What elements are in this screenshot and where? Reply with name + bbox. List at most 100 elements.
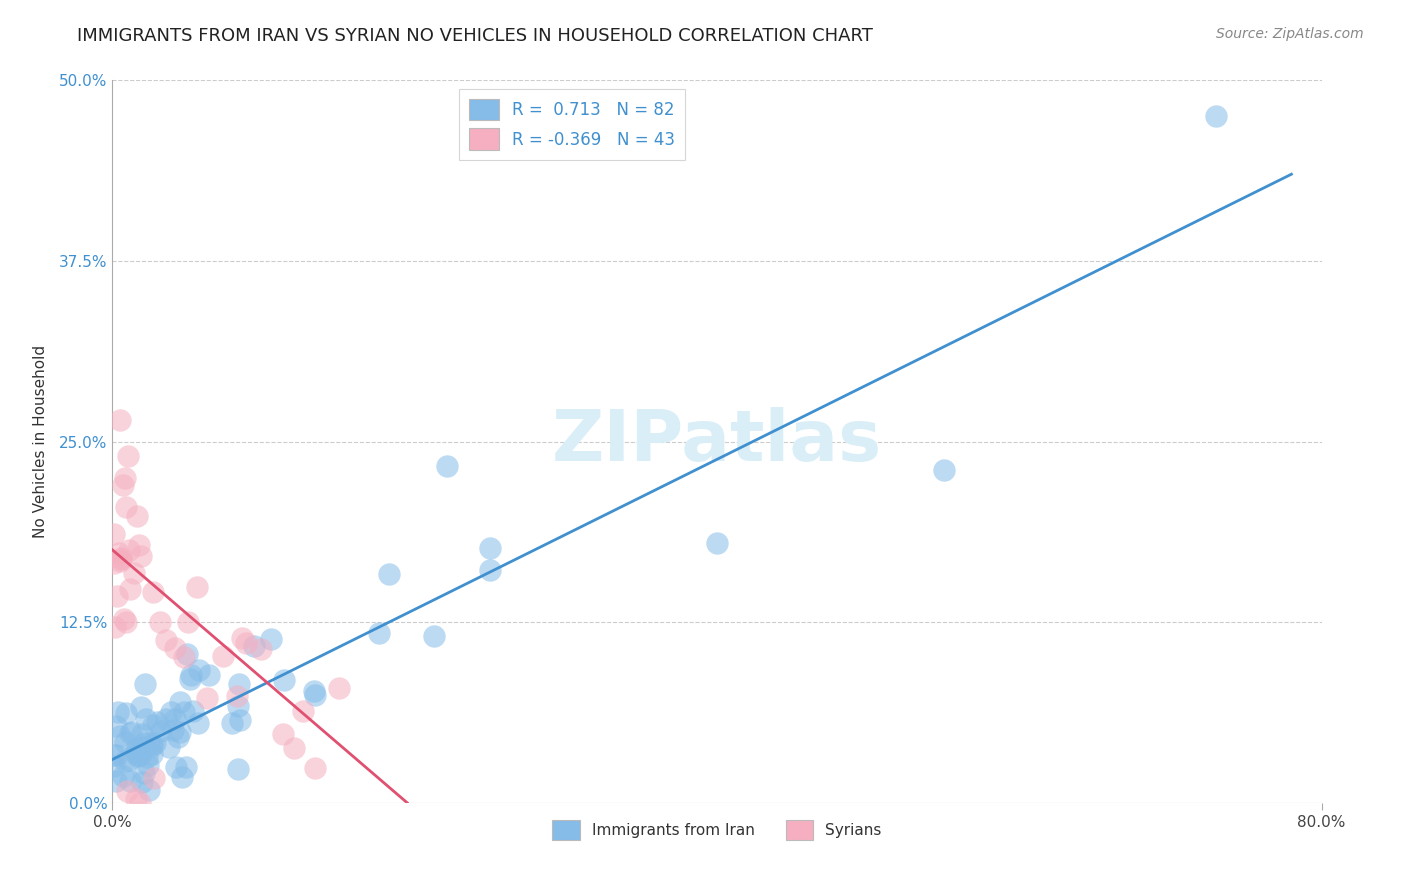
Point <box>163 641 186 656</box>
Point <box>149 615 172 629</box>
Point <box>108 545 131 559</box>
Point <box>107 705 129 719</box>
Point <box>176 647 198 661</box>
Point <box>228 677 250 691</box>
Point <box>138 782 160 797</box>
Point <box>292 704 315 718</box>
Point <box>174 760 197 774</box>
Point <box>706 535 728 549</box>
Point <box>231 631 253 645</box>
Point <box>141 747 163 761</box>
Point <box>328 681 350 695</box>
Point <box>197 668 219 682</box>
Point <box>118 543 141 558</box>
Point <box>283 741 305 756</box>
Point <box>132 739 155 754</box>
Point <box>124 742 146 756</box>
Point <box>121 724 143 739</box>
Point <box>479 541 502 555</box>
Point <box>195 691 218 706</box>
Point <box>120 774 142 789</box>
Point <box>146 714 169 729</box>
Point <box>181 704 204 718</box>
Point <box>173 650 195 665</box>
Point <box>243 639 266 653</box>
Point <box>127 745 149 759</box>
Point <box>378 566 401 581</box>
Point <box>423 629 446 643</box>
Point <box>142 718 165 732</box>
Point <box>103 527 125 541</box>
Point <box>141 739 163 754</box>
Point <box>228 713 250 727</box>
Point <box>179 672 201 686</box>
Point <box>118 753 141 767</box>
Point <box>304 761 326 775</box>
Legend: Immigrants from Iran, Syrians: Immigrants from Iran, Syrians <box>547 814 887 846</box>
Point <box>129 747 152 761</box>
Point <box>125 509 148 524</box>
Point <box>112 612 135 626</box>
Point <box>114 754 136 768</box>
Point <box>128 538 150 552</box>
Point <box>120 582 142 596</box>
Point <box>131 774 153 789</box>
Point <box>1205 110 1227 124</box>
Point <box>117 449 139 463</box>
Point <box>122 566 145 580</box>
Point <box>125 791 148 805</box>
Point <box>117 784 139 798</box>
Point <box>108 730 131 744</box>
Point <box>177 615 200 629</box>
Point <box>436 458 458 473</box>
Point <box>932 463 955 477</box>
Point <box>143 736 166 750</box>
Point <box>180 668 202 682</box>
Point <box>115 706 138 720</box>
Point <box>165 759 187 773</box>
Point <box>169 724 191 739</box>
Point <box>187 716 209 731</box>
Point <box>111 769 134 783</box>
Point <box>143 772 166 786</box>
Point <box>118 726 141 740</box>
Point <box>105 589 128 603</box>
Point <box>304 683 326 698</box>
Text: Source: ZipAtlas.com: Source: ZipAtlas.com <box>1216 27 1364 41</box>
Point <box>129 700 152 714</box>
Point <box>250 641 273 656</box>
Point <box>135 749 157 764</box>
Point <box>108 554 131 568</box>
Point <box>304 688 326 702</box>
Text: IMMIGRANTS FROM IRAN VS SYRIAN NO VEHICLES IN HOUSEHOLD CORRELATION CHART: IMMIGRANTS FROM IRAN VS SYRIAN NO VEHICL… <box>77 27 873 45</box>
Point <box>479 563 502 577</box>
Point <box>273 673 295 687</box>
Point <box>271 727 294 741</box>
Point <box>157 740 180 755</box>
Point <box>173 705 195 719</box>
Point <box>235 636 257 650</box>
Point <box>134 736 156 750</box>
Point <box>125 747 148 762</box>
Text: ZIPatlas: ZIPatlas <box>553 407 882 476</box>
Point <box>115 500 138 515</box>
Point <box>134 766 156 780</box>
Point <box>110 550 132 565</box>
Point <box>221 716 243 731</box>
Point <box>105 773 128 788</box>
Point <box>186 580 208 594</box>
Point <box>226 698 249 713</box>
Point <box>155 712 177 726</box>
Point <box>114 735 136 749</box>
Point <box>155 633 177 648</box>
Point <box>226 762 249 776</box>
Point <box>103 556 125 570</box>
Point <box>165 712 187 726</box>
Point <box>260 632 283 646</box>
Point <box>166 730 188 744</box>
Point <box>162 723 184 738</box>
Y-axis label: No Vehicles in Household: No Vehicles in Household <box>32 345 48 538</box>
Point <box>169 694 191 708</box>
Point <box>129 549 152 563</box>
Point <box>103 747 125 762</box>
